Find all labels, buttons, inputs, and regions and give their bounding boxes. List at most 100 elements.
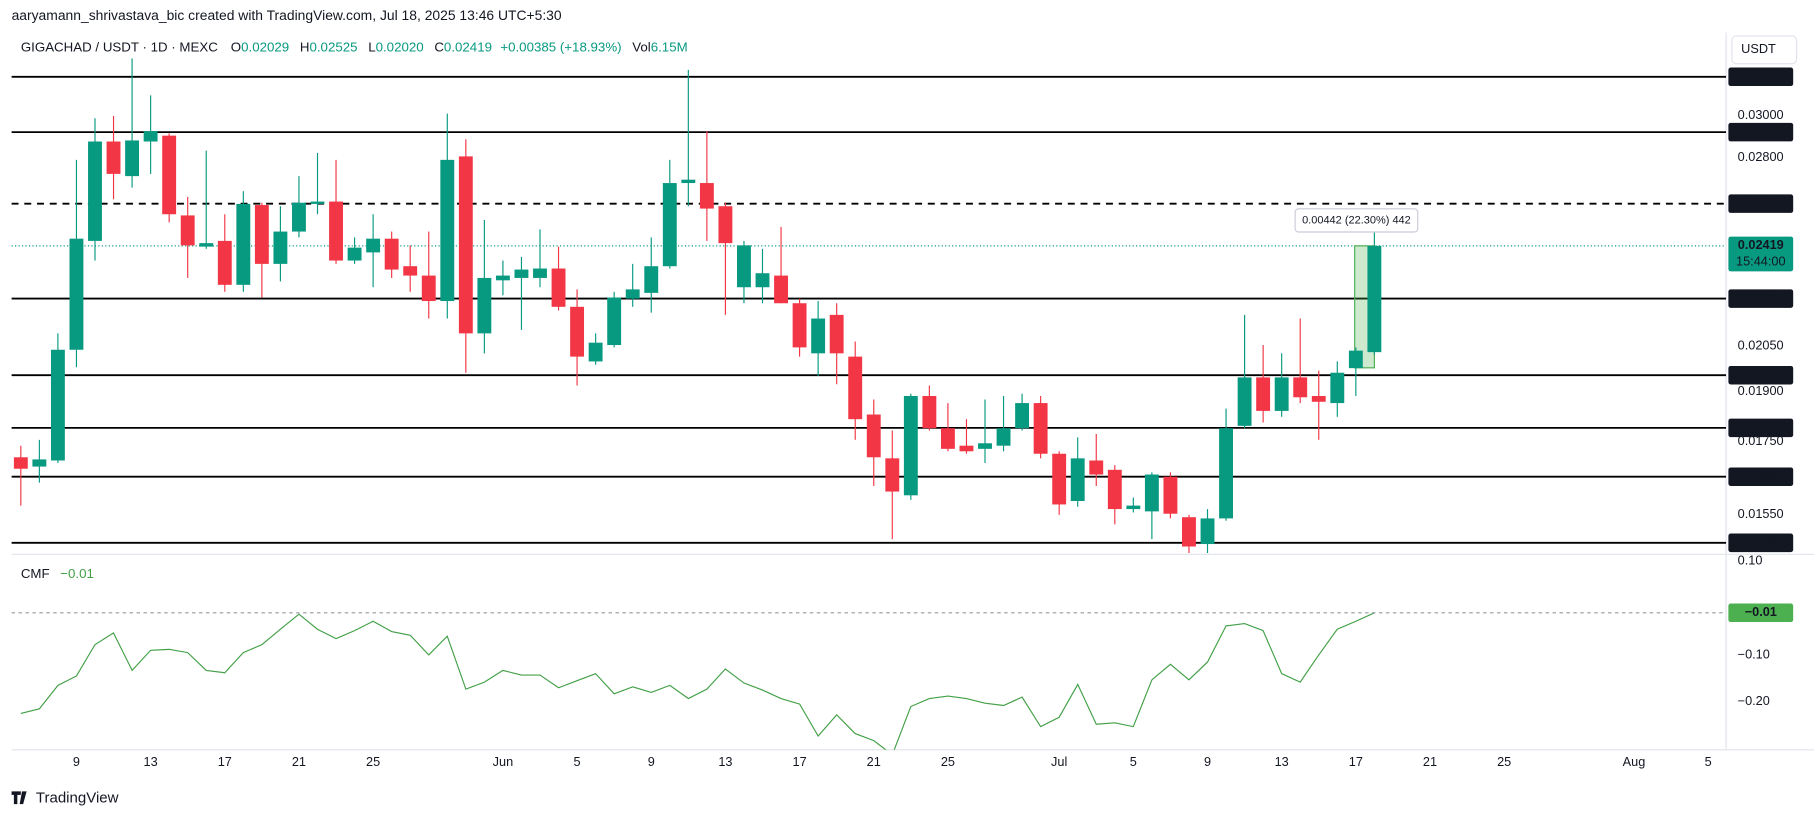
level-label: 0.01480 — [1738, 534, 1784, 549]
cmf-last-box — [1728, 603, 1794, 623]
cmf-tick-label: −0.20 — [1738, 693, 1770, 708]
countdown: 15:44:00 — [1736, 253, 1786, 268]
y-tick-label: 0.03000 — [1738, 107, 1784, 122]
unit-label[interactable]: USDT — [1741, 41, 1776, 56]
cmf-tick-label: −0.10 — [1738, 646, 1770, 661]
candle-body — [514, 269, 529, 278]
candle-body — [366, 238, 381, 253]
x-tick-label: 21 — [867, 754, 881, 769]
candle-body — [1107, 469, 1122, 510]
candle-body — [755, 273, 770, 288]
candle-body — [848, 356, 863, 420]
candle-body — [217, 240, 232, 285]
candle-body — [50, 349, 65, 461]
level-label: 0.03200 — [1738, 68, 1784, 83]
level-label-box — [1728, 467, 1794, 486]
candle-body — [681, 179, 696, 184]
volume-key: Vol — [632, 39, 651, 54]
candle-body — [292, 202, 306, 232]
x-tick-label: 9 — [1204, 754, 1211, 769]
candle-body — [1070, 458, 1085, 502]
candle-body — [1311, 395, 1326, 402]
legend-key: H — [300, 39, 310, 54]
candle-body — [384, 238, 399, 270]
candle-body — [588, 342, 603, 362]
candle-body — [625, 289, 640, 299]
candle-body — [69, 238, 84, 350]
candle-body — [978, 443, 992, 449]
candle-body — [866, 414, 881, 458]
legend-key: C — [434, 39, 444, 54]
watermark: aaryamann_shrivastava_bic created with T… — [12, 7, 562, 23]
candle-body — [811, 318, 826, 354]
candle-body — [477, 277, 492, 334]
last-price-label: 0.02419 — [1738, 237, 1784, 252]
x-tick-label: 13 — [144, 754, 158, 769]
candle-body — [1015, 403, 1030, 429]
candle-body — [774, 275, 788, 304]
x-tick-label: Jul — [1051, 754, 1067, 769]
unit-button-box[interactable] — [1731, 35, 1798, 65]
level-label: 0.01790 — [1738, 419, 1784, 434]
x-tick-label: 17 — [793, 754, 807, 769]
candle-body — [421, 275, 436, 302]
price-pane — [11, 58, 1727, 554]
candle-body — [959, 445, 974, 452]
cmf-pane — [11, 612, 1727, 750]
x-tick-label: 5 — [574, 754, 581, 769]
candle-body — [1330, 372, 1345, 404]
chart-header: GIGACHAD / USDT · 1D · MEXC O0.02029 H0.… — [21, 39, 688, 54]
level-label-box — [1728, 67, 1794, 87]
x-tick-label: 25 — [1497, 754, 1511, 769]
x-tick-label: 17 — [1349, 754, 1363, 769]
candle-body — [403, 266, 418, 276]
level-label-box — [1728, 533, 1794, 553]
candle-body — [88, 141, 102, 241]
candle-body — [1274, 377, 1289, 411]
candle-body — [32, 459, 47, 467]
level-label: 0.01953 — [1738, 367, 1784, 382]
candle-body — [495, 275, 510, 281]
candle-body — [570, 306, 585, 357]
volume-value: 6.15M — [651, 39, 688, 54]
x-tick-label: Jun — [493, 754, 514, 769]
candle-body — [13, 457, 28, 469]
x-tick-label: 9 — [73, 754, 80, 769]
x-tick-label: 9 — [648, 754, 655, 769]
candle-body — [1126, 505, 1141, 510]
cmf-tick-label: 0.10 — [1738, 553, 1763, 568]
candle-body — [199, 243, 214, 247]
candle-body — [1293, 377, 1308, 398]
candle-body — [996, 428, 1011, 446]
candle-body — [458, 156, 473, 334]
last-price-box — [1728, 236, 1794, 272]
level-label: 0.02217 — [1738, 290, 1784, 305]
measure-label: 0.00442 (22.30%) 442 — [1302, 214, 1411, 226]
y-tick-label: 0.01900 — [1738, 383, 1784, 398]
level-label-box — [1728, 289, 1794, 308]
indicator-name: CMF — [21, 565, 50, 580]
candle-body — [125, 140, 140, 177]
indicator-value: −0.01 — [60, 565, 94, 580]
candle-body — [329, 201, 343, 261]
level-label-box — [1728, 365, 1794, 385]
brand-name: TradingView — [36, 789, 119, 806]
frame — [11, 32, 1814, 751]
legend-key: L — [368, 39, 375, 54]
candle-body — [254, 205, 269, 264]
candle-body — [440, 159, 455, 302]
change: +0.00385 (+18.93%) — [500, 39, 621, 54]
brand-logo — [11, 791, 27, 805]
x-tick-label: 5 — [1705, 754, 1712, 769]
unit-button[interactable]: USDT — [1731, 35, 1798, 65]
overlay: GIGACHAD / USDT · 1D · MEXC O0.02029 H0.… — [11, 35, 1798, 806]
x-tick-label: 25 — [366, 754, 380, 769]
x-tick-label: Aug — [1623, 754, 1646, 769]
candle-body — [310, 201, 325, 204]
candle-body — [885, 458, 900, 492]
candle-body — [180, 215, 195, 246]
candle-body — [347, 247, 362, 261]
